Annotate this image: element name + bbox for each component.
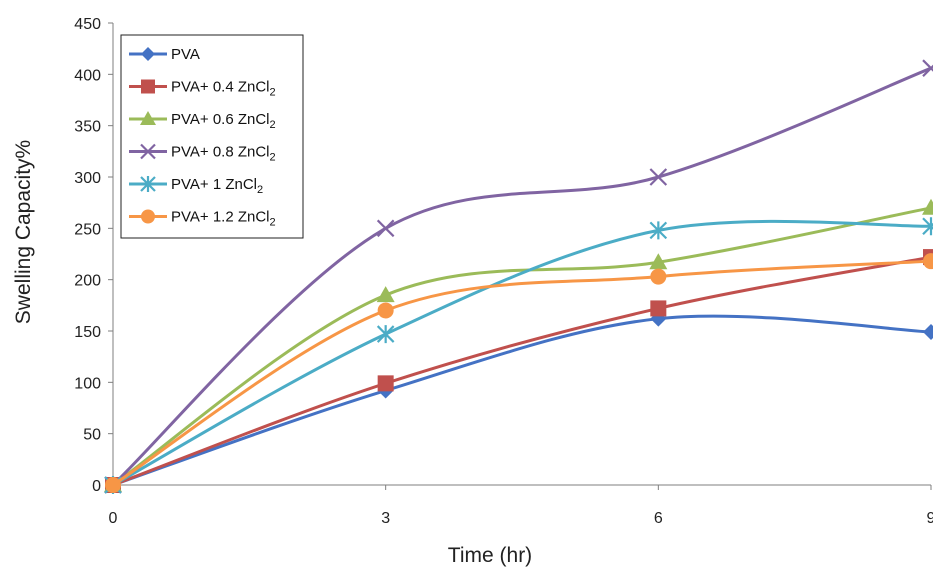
y-tick-label: 350 (74, 119, 101, 136)
legend-box (120, 34, 304, 239)
data-point (376, 286, 395, 303)
legend-label: PVA+ 0.6 ZnCl2 (171, 111, 276, 131)
data-point (923, 324, 933, 341)
y-tick-label: 450 (74, 16, 101, 33)
y-tick-label: 200 (74, 273, 101, 290)
legend-item: PVA+ 1 ZnCl2 (129, 176, 263, 196)
y-tick-label: 100 (74, 375, 101, 392)
series-line (112, 314, 932, 487)
data-point (922, 198, 933, 215)
legend-label: PVA (171, 46, 200, 63)
series-4 (104, 217, 933, 494)
data-point (376, 219, 395, 238)
data-point (105, 477, 121, 493)
legend-item: PVA+ 0.4 ZnCl2 (129, 79, 276, 99)
y-tick-label: 0 (92, 478, 101, 495)
data-point (922, 59, 933, 77)
data-point (650, 300, 667, 317)
y-tick-label: 400 (74, 67, 101, 84)
data-point (376, 325, 395, 344)
series-5 (105, 253, 933, 493)
legend-item: PVA+ 1.2 ZnCl2 (129, 209, 276, 229)
data-point (377, 302, 394, 319)
legend-label: PVA+ 1.2 ZnCl2 (171, 209, 276, 229)
y-tick-labels: 0 50 100 150 200 250 300 350 400 450 (74, 16, 101, 495)
legend-item: PVA+ 0.6 ZnCl2 (129, 111, 276, 131)
y-axis-title: Swelling Capacity% (12, 140, 35, 324)
x-axis-title: Time (hr) (448, 544, 532, 567)
legend-label: PVA+ 0.8 ZnCl2 (171, 144, 276, 164)
legend-marker (140, 111, 156, 125)
x-tick-label: 3 (381, 510, 390, 527)
legend-marker (141, 209, 155, 224)
data-point (650, 268, 667, 285)
x-tick-label: 0 (109, 510, 118, 527)
series-line (112, 219, 932, 487)
legend-label: PVA+ 0.4 ZnCl2 (171, 79, 276, 99)
data-point (923, 253, 933, 270)
y-tick-label: 150 (74, 324, 101, 341)
series-1 (105, 249, 933, 493)
legend-marker (140, 176, 156, 192)
series-layer (104, 59, 933, 494)
legend-marker (140, 143, 156, 160)
legend-marker (141, 79, 155, 94)
legend-item: PVA (129, 46, 200, 63)
series-line (112, 259, 932, 487)
series-line (112, 206, 932, 487)
data-point (649, 221, 668, 240)
y-tick-label: 250 (74, 221, 101, 238)
series-line (111, 66, 932, 487)
y-tick-label: 300 (74, 170, 101, 187)
x-tick-labels: 0 3 6 9 (109, 510, 933, 527)
data-point (649, 168, 668, 186)
series-line (112, 255, 932, 487)
legend-item: PVA+ 0.8 ZnCl2 (129, 144, 276, 164)
x-tick-label: 6 (654, 510, 663, 527)
data-point (377, 375, 394, 392)
data-point (649, 253, 668, 270)
legend: PVA PVA+ 0.4 ZnCl2 PVA+ 0.6 ZnCl2 PVA+ 0.8 … (120, 34, 304, 239)
data-point (922, 217, 933, 236)
y-tick-label: 50 (83, 427, 101, 444)
series-2 (104, 198, 933, 492)
x-tick-label: 9 (927, 510, 933, 527)
legend-marker (141, 47, 155, 61)
legend-label: PVA+ 1 ZnCl2 (171, 176, 263, 196)
